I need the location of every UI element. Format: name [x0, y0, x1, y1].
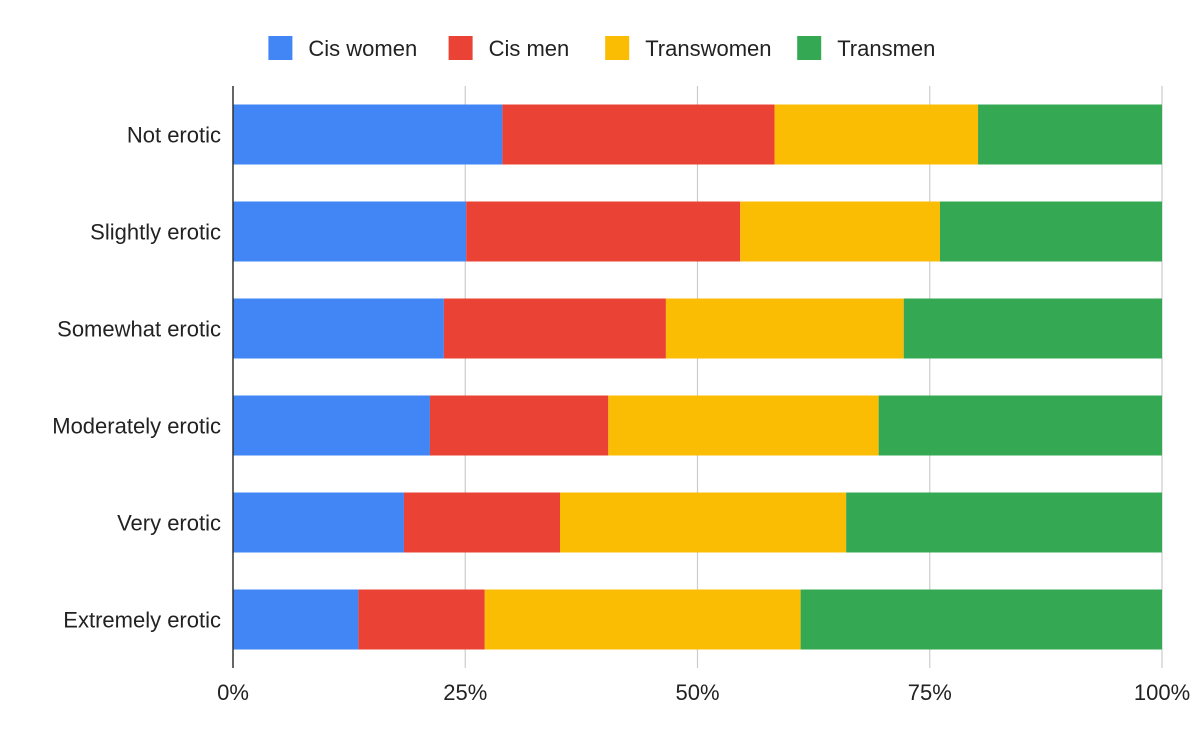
x-axis-tick-labels: 0% 25% 50% 75% 100% [217, 680, 1190, 705]
x-tick-label: 100% [1134, 680, 1190, 705]
bar-cis-men-somewhat-erotic [443, 298, 666, 359]
bar-cis-women-moderately-erotic [233, 395, 430, 456]
legend-label-cis-men: Cis men [489, 36, 570, 61]
bars [233, 104, 1162, 650]
category-label-not-erotic: Not erotic [127, 123, 221, 148]
category-label-slightly-erotic: Slightly erotic [90, 220, 221, 245]
legend-item-cis-men: Cis men [448, 36, 570, 61]
legend-swatch-cis-women [268, 36, 293, 60]
bar-transmen-extremely-erotic [800, 589, 1162, 650]
bar-transmen-slightly-erotic [939, 201, 1162, 262]
bar-cis-women-slightly-erotic [233, 201, 467, 262]
legend-item-transwomen: Transwomen [605, 36, 772, 61]
legend-label-transwomen: Transwomen [645, 36, 771, 61]
bar-cis-women-extremely-erotic [233, 589, 359, 650]
bar-cis-women-somewhat-erotic [233, 298, 444, 359]
legend-swatch-transmen [797, 36, 822, 60]
category-label-somewhat-erotic: Somewhat erotic [57, 317, 221, 342]
legend-item-cis-women: Cis women [268, 36, 417, 61]
bar-transmen-moderately-erotic [878, 395, 1162, 456]
x-tick-label: 50% [675, 680, 719, 705]
bar-cis-men-extremely-erotic [358, 589, 485, 650]
bar-transmen-not-erotic [978, 104, 1162, 165]
x-tick-label: 25% [443, 680, 487, 705]
gridlines [464, 86, 1163, 668]
legend-swatch-cis-men [448, 36, 473, 60]
bar-cis-women-very-erotic [233, 492, 404, 553]
x-tick-label: 75% [908, 680, 952, 705]
legend-label-transmen: Transmen [837, 36, 935, 61]
bar-cis-men-not-erotic [502, 104, 775, 165]
bar-transwomen-extremely-erotic [484, 589, 801, 650]
bar-transmen-very-erotic [846, 492, 1162, 553]
bar-transwomen-somewhat-erotic [665, 298, 904, 359]
bar-transwomen-slightly-erotic [740, 201, 940, 262]
bar-cis-women-not-erotic [233, 104, 503, 165]
bar-cis-men-very-erotic [403, 492, 561, 553]
bar-cis-men-moderately-erotic [429, 395, 609, 456]
category-labels: Not erotic Slightly erotic Somewhat erotic… [52, 123, 221, 633]
category-label-very-erotic: Very erotic [117, 511, 221, 536]
bar-cis-men-slightly-erotic [466, 201, 741, 262]
x-tick-label: 0% [217, 680, 249, 705]
bar-transwomen-moderately-erotic [608, 395, 879, 456]
legend-label-cis-women: Cis women [308, 36, 417, 61]
category-label-moderately-erotic: Moderately erotic [52, 414, 221, 439]
bar-transwomen-not-erotic [774, 104, 979, 165]
category-label-extremely-erotic: Extremely erotic [63, 608, 221, 633]
legend: Cis women Cis men Transwomen Transmen [268, 36, 935, 61]
legend-item-transmen: Transmen [797, 36, 935, 61]
bar-transwomen-very-erotic [560, 492, 847, 553]
bar-transmen-somewhat-erotic [903, 298, 1162, 359]
legend-swatch-transwomen [605, 36, 630, 60]
